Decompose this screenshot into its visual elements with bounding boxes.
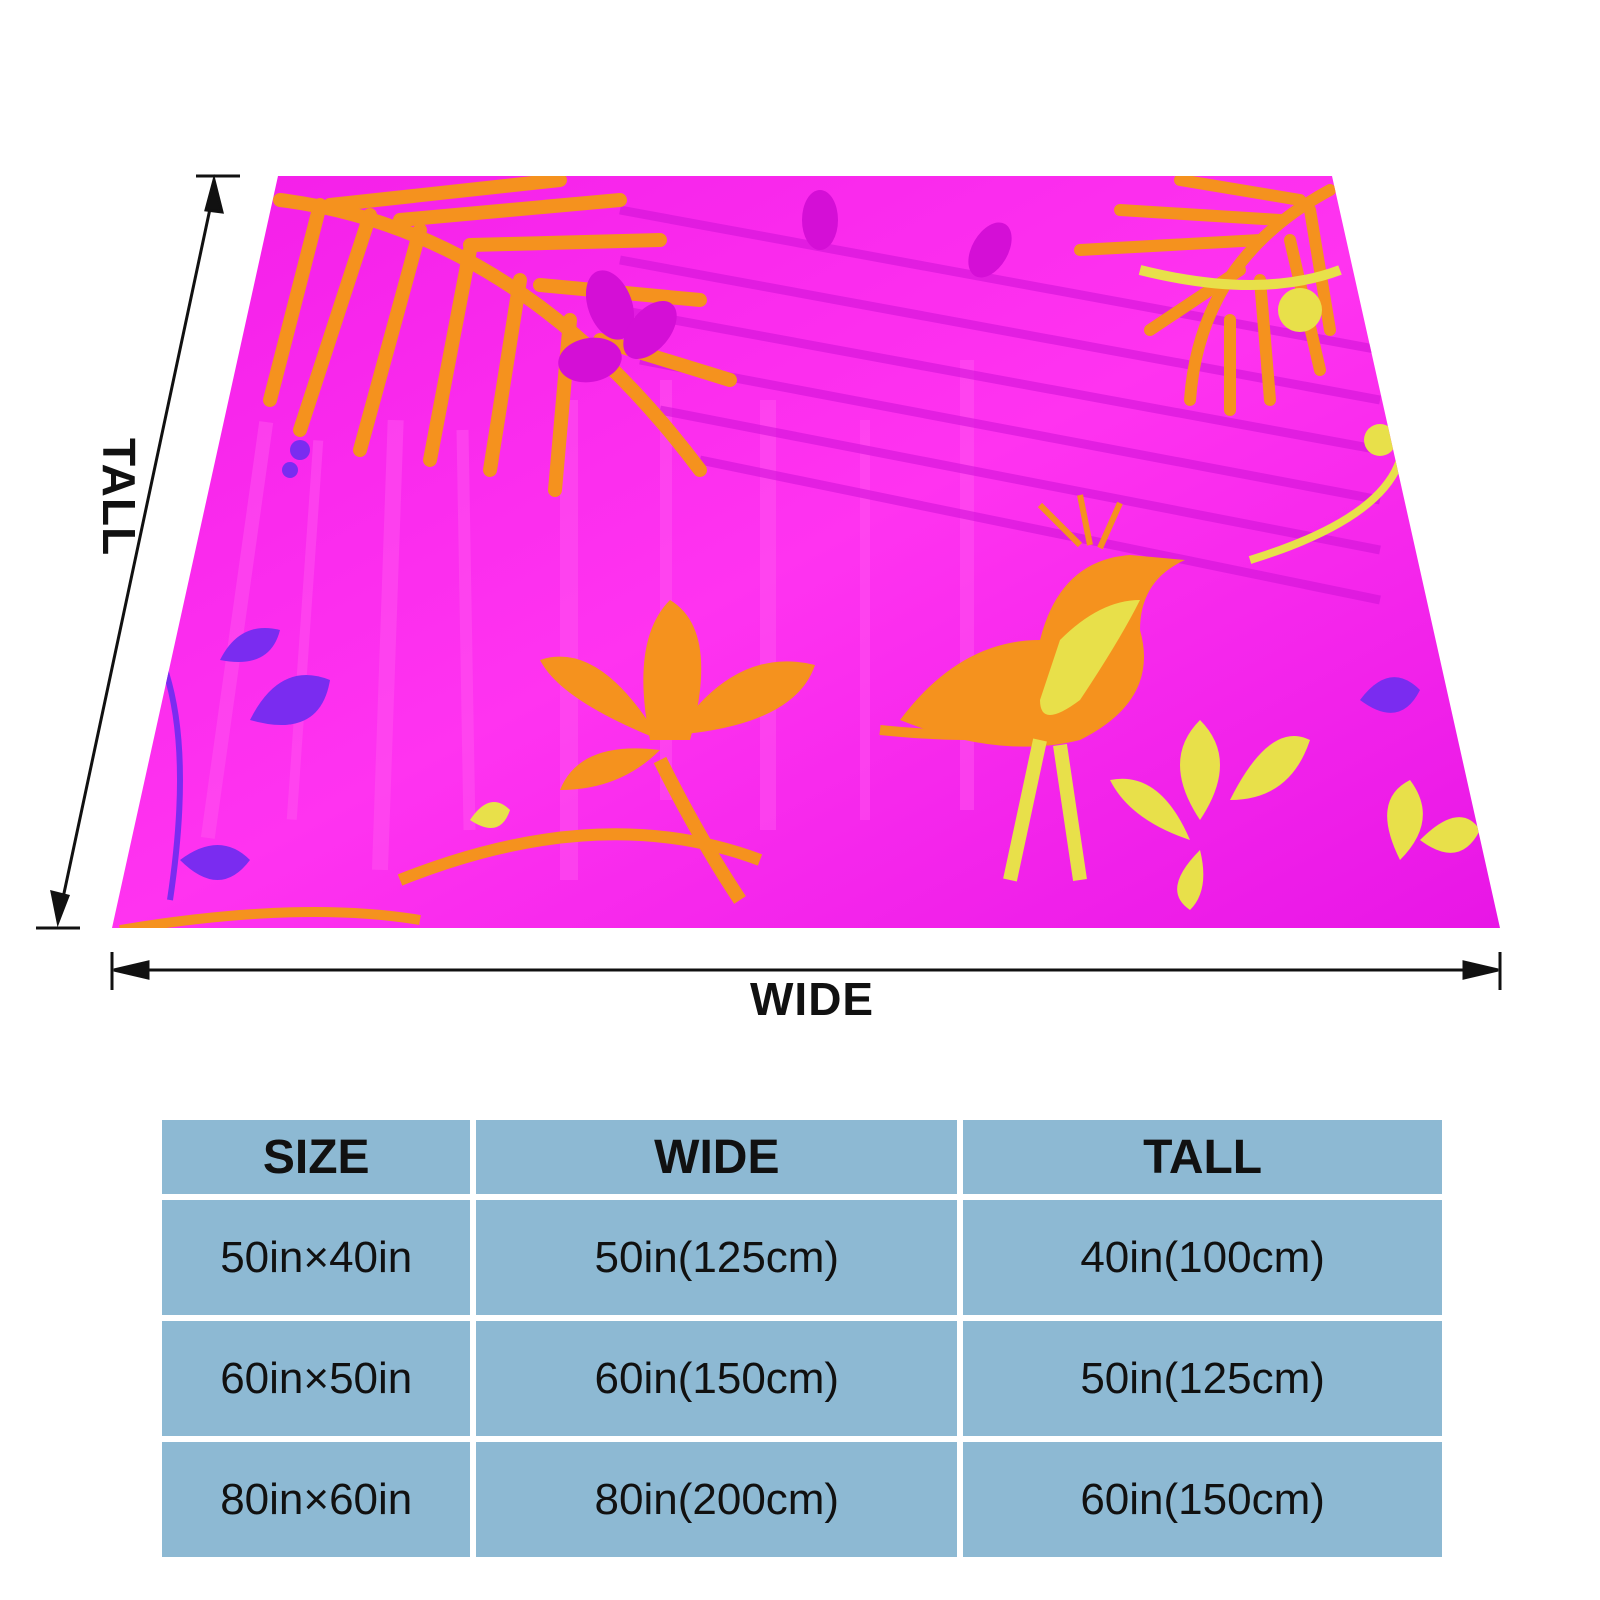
blanket-shape bbox=[112, 176, 1500, 928]
flower-icon bbox=[558, 190, 1012, 383]
flower-icon bbox=[397, 600, 815, 904]
diagonal-streaks bbox=[619, 205, 1381, 605]
palm-leaf-icon bbox=[1074, 176, 1336, 416]
header-tall: TALL bbox=[963, 1120, 1442, 1194]
header-size: SIZE bbox=[162, 1120, 471, 1194]
tall-cell: 40in(100cm) bbox=[963, 1200, 1442, 1315]
table-header-row: SIZE WIDE TALL bbox=[162, 1120, 1442, 1194]
blanket-figure: WIDE TALL bbox=[36, 174, 1502, 1025]
wide-dimension-arrow bbox=[110, 952, 1502, 990]
bird-icon bbox=[879, 494, 1185, 882]
swirl-icon bbox=[470, 265, 1480, 910]
wide-cell: 60in(150cm) bbox=[476, 1321, 958, 1436]
tall-cell: 50in(125cm) bbox=[963, 1321, 1442, 1436]
tall-cell: 60in(150cm) bbox=[963, 1442, 1442, 1557]
size-cell: 50in×40in bbox=[162, 1200, 471, 1315]
tall-dimension-arrow bbox=[36, 174, 240, 930]
blanket-illustration bbox=[36, 174, 1502, 990]
tall-label: TALL bbox=[93, 437, 146, 557]
size-cell: 60in×50in bbox=[162, 1321, 471, 1436]
table-row: 80in×60in 80in(200cm) 60in(150cm) bbox=[162, 1442, 1442, 1557]
wide-cell: 80in(200cm) bbox=[476, 1442, 958, 1557]
table-row: 60in×50in 60in(150cm) 50in(125cm) bbox=[162, 1321, 1442, 1436]
wide-cell: 50in(125cm) bbox=[476, 1200, 958, 1315]
swirl-icon bbox=[119, 907, 421, 928]
wide-label: WIDE bbox=[750, 973, 875, 1025]
palm-leaf-icon bbox=[263, 176, 737, 497]
size-cell: 80in×60in bbox=[162, 1442, 471, 1557]
table-row: 50in×40in 50in(125cm) 40in(100cm) bbox=[162, 1200, 1442, 1315]
header-wide: WIDE bbox=[476, 1120, 958, 1194]
size-table: SIZE WIDE TALL 50in×40in 50in(125cm) 40i… bbox=[156, 1114, 1448, 1563]
